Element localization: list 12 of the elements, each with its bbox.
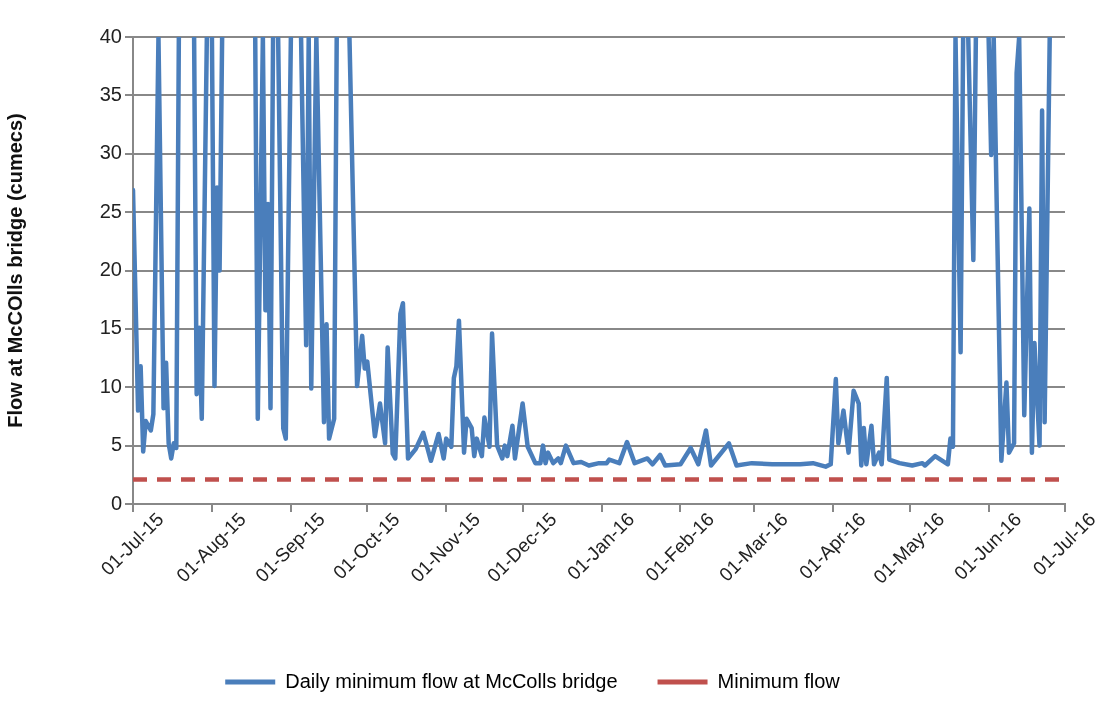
y-axis-title: Flow at McCOlls bridge (cumecs) bbox=[3, 113, 26, 428]
y-tick-label: 35 bbox=[99, 82, 122, 105]
y-tick-label: 40 bbox=[99, 24, 122, 47]
y-tick-label: 15 bbox=[99, 316, 122, 339]
legend-label: Minimum flow bbox=[717, 669, 841, 692]
y-tick-label: 20 bbox=[99, 258, 122, 281]
y-tick-label: 25 bbox=[99, 199, 122, 222]
legend-label: Daily minimum flow at McColls bridge bbox=[285, 669, 618, 692]
y-tick-label: 0 bbox=[110, 491, 122, 514]
y-tick-label: 30 bbox=[99, 141, 122, 164]
y-tick-label: 5 bbox=[110, 433, 122, 456]
y-tick-label: 10 bbox=[99, 374, 122, 397]
